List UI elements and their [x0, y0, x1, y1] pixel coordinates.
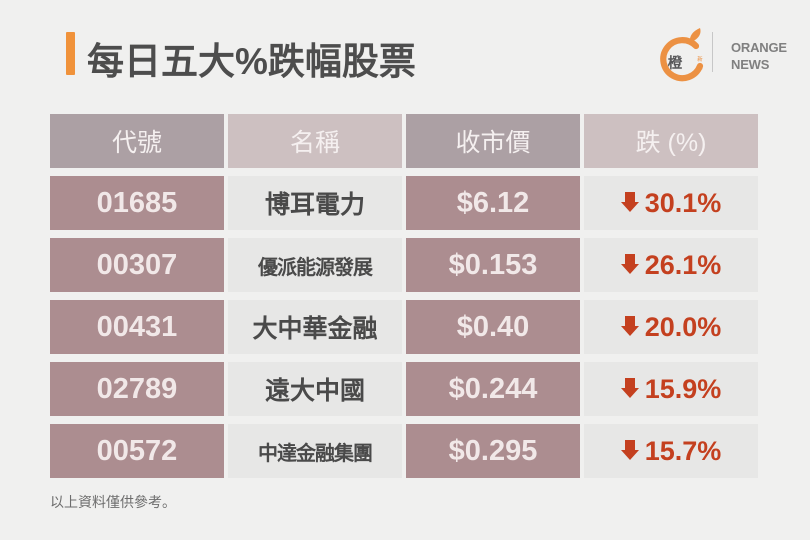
svg-text:新: 新 — [697, 55, 703, 63]
svg-text:橙: 橙 — [668, 54, 683, 72]
svg-text:聞: 聞 — [697, 64, 703, 71]
